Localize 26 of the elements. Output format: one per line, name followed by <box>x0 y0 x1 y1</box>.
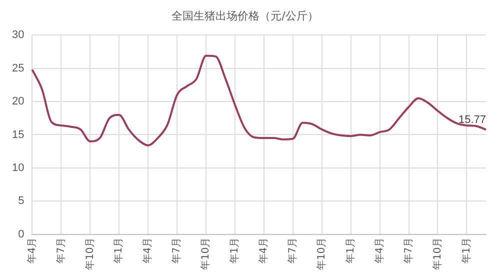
x-tick-label: 年4月 <box>26 237 38 264</box>
x-tick-label: 年10月 <box>315 237 328 270</box>
x-tick-label: 年4月 <box>258 237 270 264</box>
x-tick-label: 年1月 <box>344 237 356 264</box>
y-tick-label: 15 <box>12 128 24 141</box>
x-tick-label: 年4月 <box>142 237 154 264</box>
x-tick-label: 年1月 <box>112 237 125 264</box>
line-series <box>31 54 487 146</box>
y-tick-label: 25 <box>12 62 24 74</box>
y-tick-label: 5 <box>18 195 24 208</box>
y-tick-label: 10 <box>12 162 24 174</box>
chart-title: 全国生猪出场价格（元/公斤） <box>172 9 318 22</box>
y-tick-label: 20 <box>12 96 24 108</box>
x-tick-label: 年10月 <box>84 237 96 270</box>
x-tick-label: 年4月 <box>373 237 386 264</box>
x-tick-label: 年7月 <box>286 237 298 264</box>
x-tick-label: 年1月 <box>460 237 472 264</box>
x-tick-label: 年7月 <box>54 237 67 264</box>
data-label: 15.77 <box>458 114 486 126</box>
y-tick-label: 30 <box>12 29 24 42</box>
x-tick-label: 年7月 <box>170 237 183 264</box>
x-tick-label: 年10月 <box>431 237 444 270</box>
x-tick-label: 年10月 <box>200 237 212 270</box>
y-tick-label: 0 <box>18 228 24 240</box>
x-tick-label: 年1月 <box>228 237 241 264</box>
x-tick-label: 年7月 <box>402 237 414 264</box>
